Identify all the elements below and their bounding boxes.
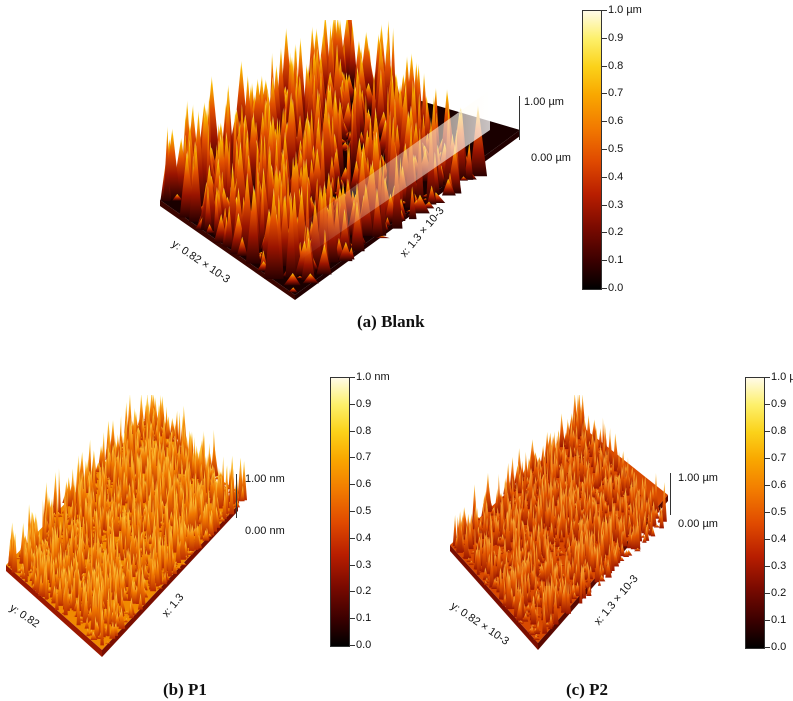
color-scale-tick: 0.6 — [349, 478, 372, 491]
color-scale-tick: 0.2 — [601, 226, 624, 239]
surface-plot-p2 — [450, 395, 668, 650]
height-top-label-p2: 1.00 µm — [678, 472, 718, 484]
color-scale-bar — [330, 377, 350, 647]
color-scale-tick: 0.5 — [601, 143, 624, 155]
color-scale-tick: 0.5 — [349, 505, 372, 517]
color-scale-tick: 0.1 — [601, 254, 624, 267]
color-scale-tick: 1.0 µm — [765, 372, 793, 383]
color-scale-tick: 0.5 — [764, 506, 787, 518]
color-scale-tick: 0.9 — [601, 31, 624, 44]
color-scale-tick: 0.4 — [601, 170, 624, 183]
color-scale-tick: 0.6 — [764, 479, 787, 491]
color-scale-bar — [582, 10, 602, 290]
color-scale-tick: 0.2 — [764, 587, 787, 599]
color-scale-tick: 1.0 nm — [350, 371, 390, 383]
color-scale-tick: 0.8 — [601, 59, 624, 72]
caption-p2: (c) P2 — [566, 680, 609, 699]
color-scale-tick: 0.2 — [349, 585, 372, 598]
color-scale-tick: 0.0 — [601, 282, 624, 294]
color-scale-bar — [745, 377, 765, 649]
caption-blank: (a) Blank — [357, 312, 425, 331]
color-scale-tick: 0.9 — [764, 398, 787, 410]
color-scale-tick: 0.0 — [764, 641, 787, 653]
color-scale-tick: 0.6 — [601, 115, 624, 128]
color-scale-tick: 0.7 — [764, 452, 787, 464]
color-scale-tick: 0.1 — [349, 612, 372, 625]
color-scale-tick: 0.9 — [349, 397, 372, 410]
color-scale-tick: 0.1 — [764, 614, 787, 626]
color-scale-tick: 1.0 µm — [602, 4, 642, 16]
height-bottom-label-blank: 0.00 µm — [531, 152, 571, 164]
height-bottom-label-p1: 0.00 nm — [245, 525, 285, 537]
color-scale-tick: 0.0 — [349, 639, 372, 651]
surface-plot-p1 — [6, 395, 248, 657]
color-scale-blank — [582, 10, 602, 290]
color-scale-tick: 0.3 — [601, 198, 624, 211]
color-scale-tick: 0.3 — [349, 558, 372, 571]
color-scale-tick: 0.4 — [349, 531, 372, 544]
surface-plot-blank — [160, 20, 520, 300]
color-scale-p2 — [745, 377, 765, 649]
color-scale-tick: 0.7 — [601, 87, 624, 100]
height-top-label-p1: 1.00 nm — [245, 473, 285, 485]
color-scale-tick: 0.4 — [764, 533, 787, 545]
color-scale-tick: 0.8 — [349, 424, 372, 437]
color-scale-tick: 0.7 — [349, 451, 372, 464]
height-top-label-blank: 1.00 µm — [524, 96, 564, 108]
height-bracket-p2 — [670, 473, 671, 515]
height-bracket-p1 — [236, 474, 237, 518]
color-scale-tick: 0.8 — [764, 425, 787, 437]
caption-p1: (b) P1 — [163, 680, 207, 699]
color-scale-tick: 0.3 — [764, 560, 787, 572]
color-scale-p1 — [330, 377, 350, 647]
height-bracket-blank — [519, 96, 520, 140]
height-bottom-label-p2: 0.00 µm — [678, 518, 718, 530]
